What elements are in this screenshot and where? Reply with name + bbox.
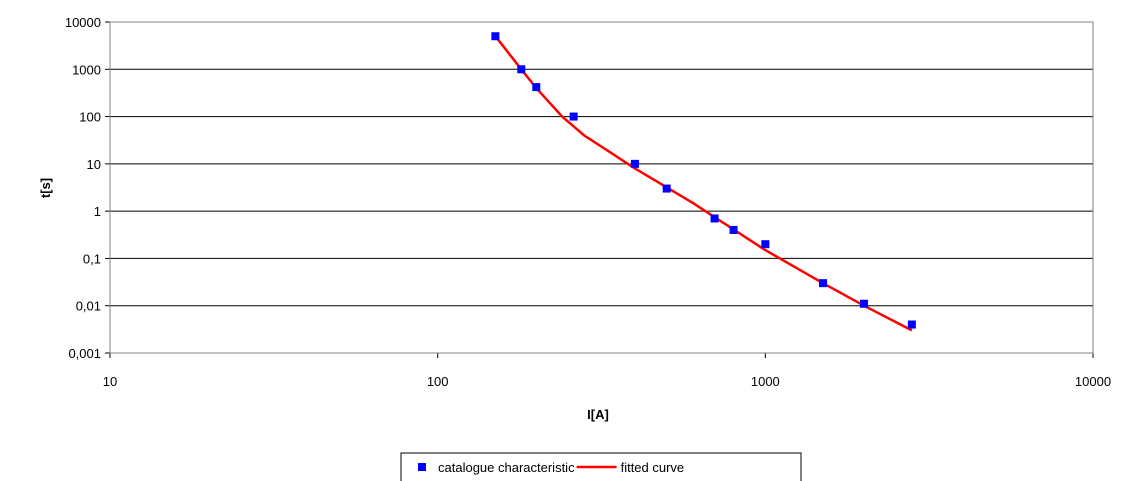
marker	[859, 299, 868, 308]
y-tick-label: 0,01	[76, 299, 101, 314]
x-tick-label: 10000	[1075, 374, 1111, 389]
y-tick-label: 1000	[72, 62, 101, 77]
plot-frame	[109, 21, 1094, 354]
marker	[662, 184, 671, 193]
y-tick-label: 10000	[65, 15, 101, 30]
y-tick-label: 0,001	[68, 346, 101, 361]
x-axis-title: I[A]	[587, 407, 609, 422]
marker	[630, 159, 639, 168]
marker	[729, 225, 738, 234]
marker	[819, 279, 828, 288]
x-tick-label: 10	[103, 374, 117, 389]
y-tick-label: 0,1	[83, 251, 101, 266]
marker	[569, 112, 578, 121]
fitted-line	[494, 35, 913, 332]
x-tick-label: 100	[427, 374, 449, 389]
y-tick-label: 10	[87, 157, 101, 172]
y-axis-title: t[s]	[38, 178, 53, 198]
legend-marker	[418, 463, 426, 471]
legend-label: catalogue characteristic	[438, 460, 575, 475]
x-tick-label: 1000	[751, 374, 780, 389]
legend-label: fitted curve	[621, 460, 685, 475]
marker	[532, 83, 541, 92]
marker	[907, 320, 916, 329]
marker	[491, 32, 500, 41]
marker	[761, 240, 770, 249]
marker	[710, 214, 719, 223]
y-tick-label: 100	[79, 110, 101, 125]
y-tick-label: 1	[94, 204, 101, 219]
marker	[517, 65, 526, 74]
